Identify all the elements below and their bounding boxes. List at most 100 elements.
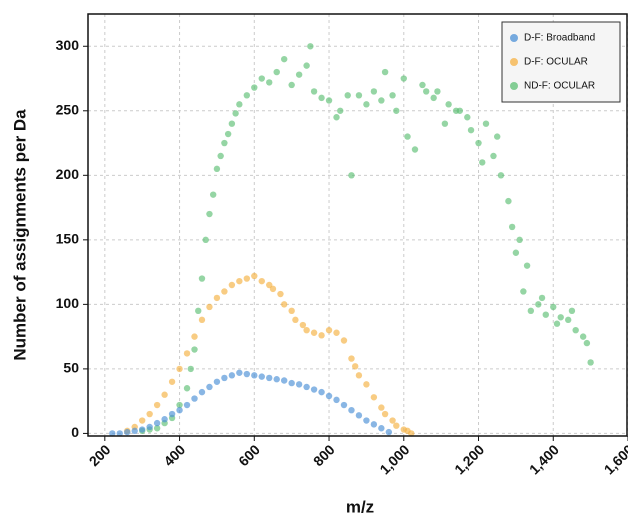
point xyxy=(411,146,419,153)
point xyxy=(490,152,497,160)
point xyxy=(381,410,389,418)
point xyxy=(243,275,251,282)
point xyxy=(288,81,295,89)
point xyxy=(303,326,310,334)
point xyxy=(213,165,221,173)
x-tick-label: 400 xyxy=(160,441,188,469)
point xyxy=(187,365,194,373)
point xyxy=(191,395,198,402)
point xyxy=(213,294,221,302)
y-tick-label: 300 xyxy=(56,37,80,53)
point xyxy=(243,92,251,99)
point xyxy=(236,277,243,285)
point xyxy=(355,92,363,99)
point xyxy=(195,307,202,315)
point xyxy=(340,337,348,344)
point xyxy=(550,303,557,311)
point xyxy=(280,301,288,308)
point xyxy=(303,383,310,391)
point xyxy=(318,94,325,102)
point xyxy=(404,133,411,140)
y-tick-label: 250 xyxy=(56,101,80,117)
point xyxy=(183,350,191,357)
y-tick-label: 200 xyxy=(56,166,80,182)
point xyxy=(258,373,265,380)
point xyxy=(348,172,355,179)
point xyxy=(176,406,183,414)
point xyxy=(497,172,505,179)
point xyxy=(161,391,168,398)
point xyxy=(355,372,363,379)
point xyxy=(273,68,280,76)
y-tick-label: 50 xyxy=(63,360,79,376)
point xyxy=(527,307,535,315)
point xyxy=(217,152,224,160)
x-tick-label: 1,600 xyxy=(601,441,628,477)
legend-marker xyxy=(510,34,518,42)
point xyxy=(198,275,206,282)
point xyxy=(280,55,288,63)
point xyxy=(191,333,198,340)
point xyxy=(277,290,284,298)
x-tick-label: 200 xyxy=(86,441,114,469)
point xyxy=(363,101,370,108)
x-tick-label: 800 xyxy=(310,441,338,469)
legend-box xyxy=(501,21,621,103)
x-tick-label: 1,200 xyxy=(451,441,487,477)
point xyxy=(124,428,131,436)
point xyxy=(228,372,236,379)
point xyxy=(206,210,213,218)
point xyxy=(434,88,441,95)
point xyxy=(138,417,146,424)
point xyxy=(288,307,295,315)
point xyxy=(295,381,303,388)
point xyxy=(333,114,340,121)
point xyxy=(153,419,161,427)
point xyxy=(269,285,277,293)
legend-label: ND-F: OCULAR xyxy=(524,81,595,92)
point xyxy=(419,81,426,89)
point xyxy=(206,303,213,311)
point xyxy=(310,88,318,95)
point xyxy=(243,370,251,378)
plot-frame xyxy=(87,13,628,437)
point xyxy=(467,126,475,134)
point xyxy=(213,378,221,385)
y-tick-label: 0 xyxy=(71,424,79,440)
point xyxy=(464,114,471,121)
point xyxy=(146,423,153,431)
point xyxy=(385,428,393,436)
point xyxy=(482,120,490,127)
point xyxy=(400,75,407,82)
point xyxy=(221,374,228,382)
point xyxy=(310,329,318,336)
point xyxy=(176,365,183,373)
point xyxy=(299,321,307,329)
point xyxy=(565,316,572,324)
point xyxy=(295,71,303,78)
point xyxy=(512,249,520,256)
point xyxy=(456,107,464,114)
point xyxy=(221,139,228,147)
point xyxy=(381,68,389,76)
point xyxy=(378,425,385,432)
point xyxy=(441,120,449,127)
point xyxy=(475,139,482,147)
x-tick-label: 600 xyxy=(235,441,263,469)
point xyxy=(363,381,370,388)
point xyxy=(535,301,542,308)
point xyxy=(236,101,243,108)
point xyxy=(266,79,273,86)
point xyxy=(430,94,437,102)
point xyxy=(378,404,385,411)
legend-marker xyxy=(510,58,518,66)
point xyxy=(542,311,549,318)
point xyxy=(209,191,217,198)
point xyxy=(292,316,299,324)
x-tick-label: 1,400 xyxy=(526,441,562,477)
y-tick-label: 150 xyxy=(56,231,80,247)
point xyxy=(318,388,325,396)
point xyxy=(520,288,527,295)
point xyxy=(355,412,363,419)
point xyxy=(138,426,146,433)
